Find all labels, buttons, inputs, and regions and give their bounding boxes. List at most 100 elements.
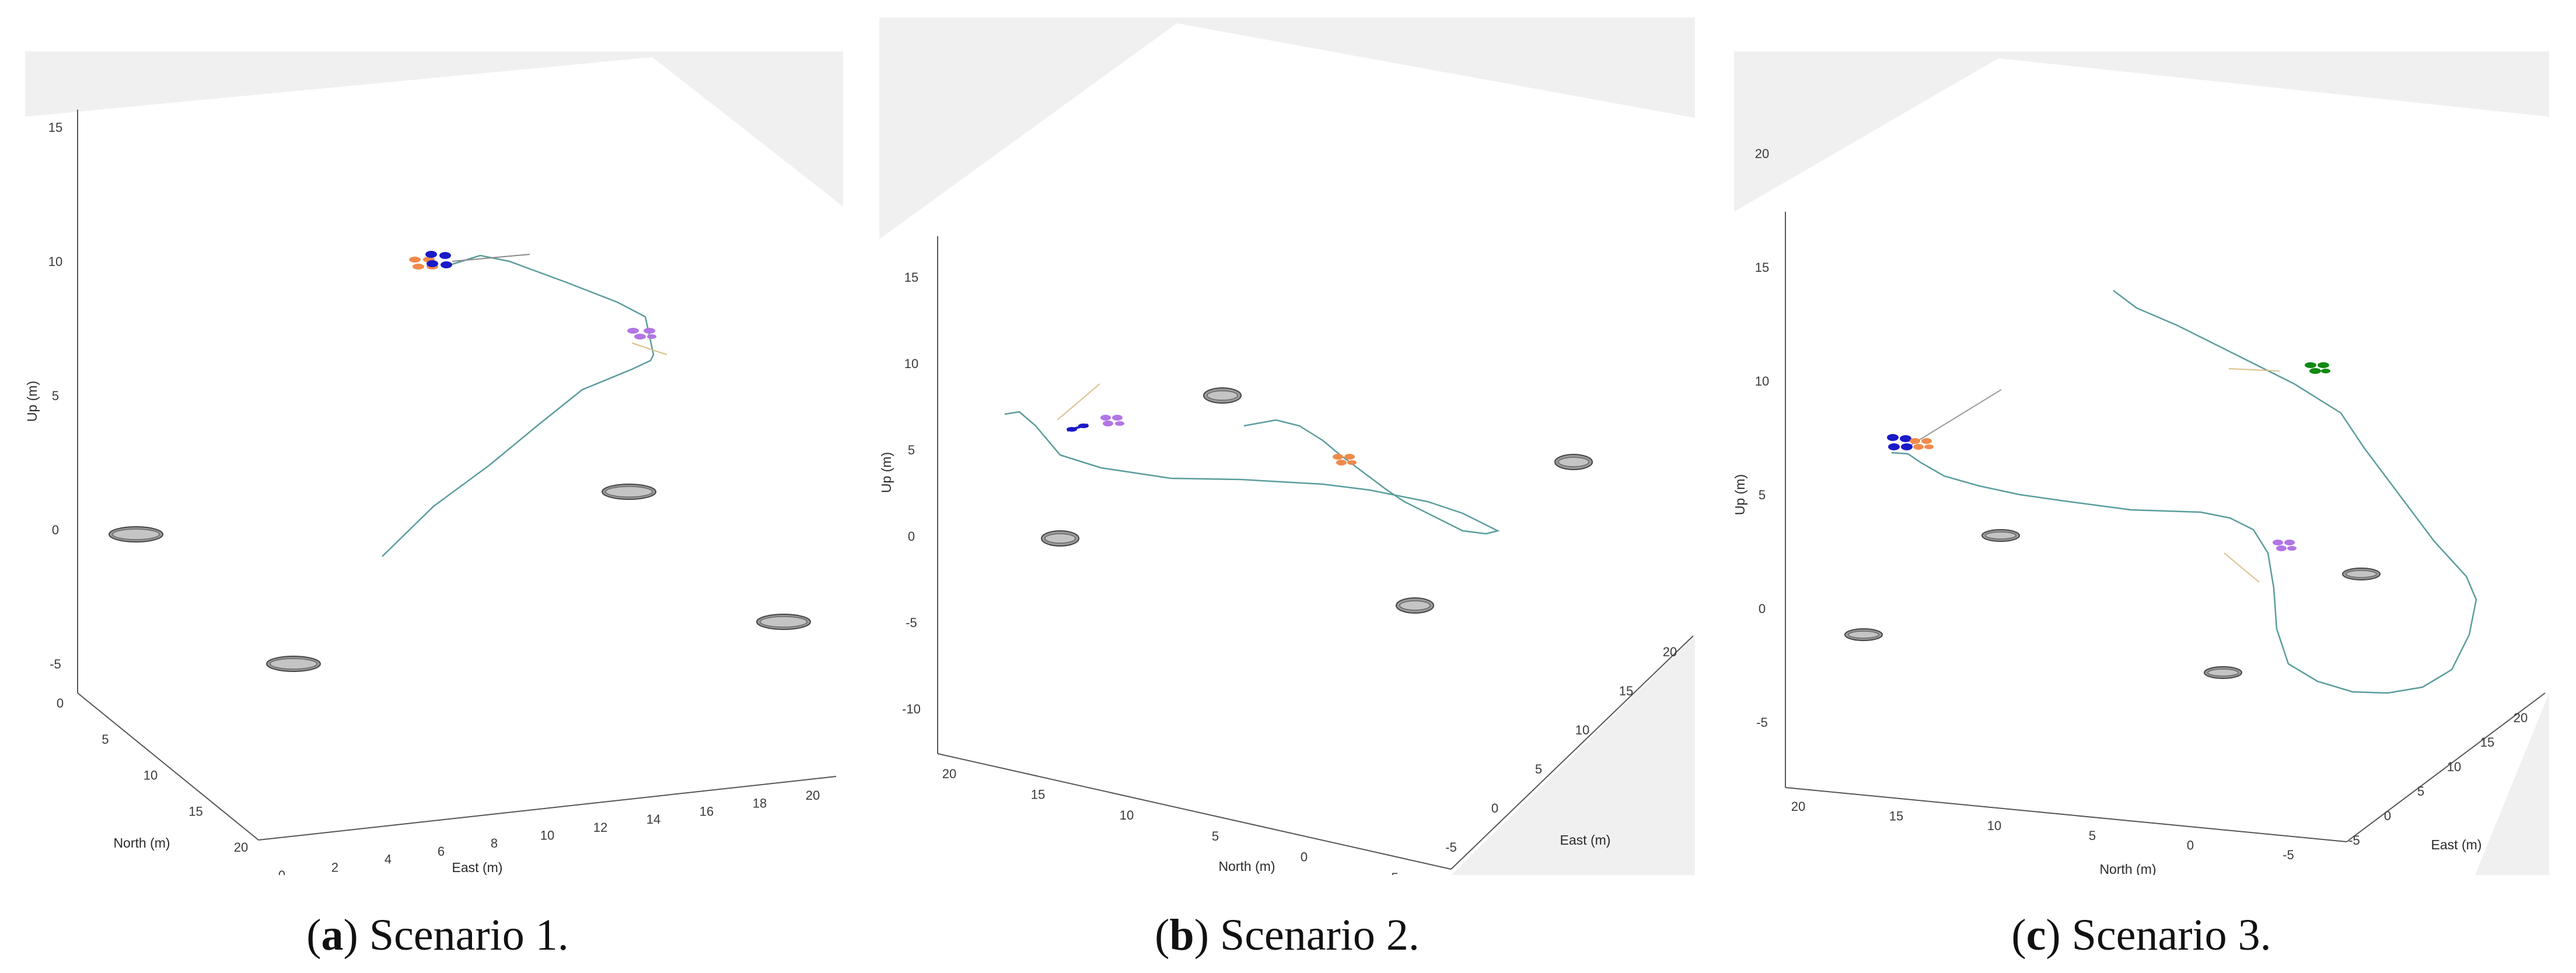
tick-label: 5 <box>102 732 109 747</box>
heading-line-blue <box>1907 389 2002 447</box>
tick-label: 5 <box>52 388 59 403</box>
tick-label: 10 <box>904 356 918 371</box>
z-axis-label: Up (m) <box>25 381 40 422</box>
tick-label: 5 <box>1759 488 1766 502</box>
landing-pad <box>2342 568 2381 580</box>
tick-label: 10 <box>1120 808 1134 822</box>
landing-pad <box>1554 454 1593 470</box>
panel-c: -5 0 5 10 15 20 20 15 10 5 0 -5 -5 0 5 10 15 20 Up (m) … <box>1734 51 2549 875</box>
x-axis-line <box>2346 692 2546 842</box>
landing-pad <box>756 614 811 630</box>
landing-pad <box>1396 597 1434 614</box>
y-axis-label: North (m) <box>2099 862 2156 875</box>
drone-orange <box>1333 454 1357 466</box>
tick-label: 15 <box>188 804 202 818</box>
drone-blue <box>1067 424 1089 432</box>
drone-violet <box>1100 415 1124 426</box>
x-axis-line <box>1450 635 1694 870</box>
tick-label: 0 <box>52 523 59 537</box>
landing-pad <box>1844 628 1883 641</box>
heading-line-blue <box>452 254 530 262</box>
landing-pad <box>109 526 163 542</box>
tick-label: 0 <box>57 696 64 710</box>
x-axis-label: East (m) <box>1560 832 1611 848</box>
tick-label: 10 <box>540 828 554 843</box>
caption-b: (b) Scenario 2. <box>1155 911 1420 960</box>
landing-pad <box>1041 530 1079 547</box>
tick-label: 5 <box>1212 829 1219 844</box>
tick-label: -5 <box>50 657 61 671</box>
z-ticks: -10 -5 0 5 10 15 <box>902 270 921 716</box>
tick-label: 20 <box>234 840 248 855</box>
tick-label: 20 <box>2514 710 2528 725</box>
tick-label: 10 <box>144 768 158 783</box>
tick-label: 5 <box>2417 784 2424 799</box>
tick-label: 0 <box>1759 601 1766 616</box>
landing-pad <box>1981 529 2020 542</box>
tick-label: -5 <box>1445 840 1457 855</box>
tick-label: 18 <box>753 796 767 811</box>
drone-violet <box>627 328 656 340</box>
tick-label: 10 <box>48 254 62 269</box>
caption-a: (a) Scenario 1. <box>306 911 569 960</box>
tick-label: 8 <box>491 836 498 850</box>
tick-label: 15 <box>2480 735 2494 750</box>
z-axis-label: Up (m) <box>879 452 894 493</box>
drone-violet <box>2273 540 2297 551</box>
tick-label: -5 <box>2348 833 2360 848</box>
tick-label: 20 <box>806 788 820 803</box>
tick-label: 12 <box>593 820 607 835</box>
tick-label: 4 <box>385 852 392 867</box>
chart-scenario-2: -10 -5 0 5 10 15 20 15 10 5 0 -5 -5 0 5 10 15 20 Up (m)… <box>879 18 1695 875</box>
heading-line-green <box>2228 368 2280 372</box>
tick-label: 0 <box>1301 849 1308 864</box>
landing-pads <box>109 484 811 672</box>
caption-c-text: ) Scenario 3. <box>2046 911 2271 960</box>
landing-pad <box>2204 666 2242 679</box>
caption-b-letter: b <box>1169 911 1194 960</box>
panel-b: -10 -5 0 5 10 15 20 15 10 5 0 -5 -5 0 5 10 15 20 Up (m)… <box>879 18 1695 875</box>
y-ticks: 0 5 10 15 20 <box>57 696 248 855</box>
tick-label: 0 <box>2187 838 2194 852</box>
drone-blue <box>425 251 452 268</box>
z-axis-label: Up (m) <box>1734 474 1747 515</box>
z-ticks: -5 0 5 10 15 20 <box>1755 146 1769 730</box>
tick-label: 15 <box>1755 260 1769 275</box>
tick-label: -5 <box>906 615 917 630</box>
tick-label: 0 <box>908 529 915 544</box>
tick-label: 0 <box>1491 801 1498 816</box>
trajectory-line <box>382 254 655 557</box>
panel-a: -5 0 5 10 15 0 5 10 15 20 0 2 4 6 8 10 12 14 16 18 20 Up (… <box>25 51 843 875</box>
y-axis-line <box>937 753 1452 870</box>
tick-label: 15 <box>1889 809 1903 824</box>
caption-b-text: ) Scenario 2. <box>1194 911 1420 960</box>
tick-label: 10 <box>1987 818 2001 833</box>
plot-wall <box>1734 58 2549 875</box>
caption-a-letter: a <box>321 911 344 960</box>
tick-label: 10 <box>1575 723 1589 737</box>
tick-label: 0 <box>278 868 285 875</box>
x-ticks: -5 0 5 10 15 20 <box>2348 710 2528 848</box>
trajectory-line <box>1004 411 1500 535</box>
drone-blue <box>1887 434 1913 450</box>
tick-label: 10 <box>2447 760 2461 774</box>
caption-c: (c) Scenario 3. <box>2011 911 2271 960</box>
tick-label: 0 <box>2384 808 2391 823</box>
y-ticks: 20 15 10 5 0 -5 <box>1791 799 2294 862</box>
tick-label: 20 <box>1791 799 1805 814</box>
tick-label: 20 <box>1663 645 1677 659</box>
tick-label: 5 <box>2089 828 2096 843</box>
x-ticks: -5 0 5 10 15 20 <box>1445 645 1677 855</box>
y-axis-line <box>77 692 259 841</box>
tick-label: 6 <box>438 844 445 859</box>
y-axis-line <box>1785 787 2347 842</box>
x-axis-label: East (m) <box>452 860 503 875</box>
x-axis-label: East (m) <box>2431 837 2482 852</box>
drone-green <box>2305 362 2330 374</box>
tick-label: -5 <box>1387 870 1399 875</box>
heading-line-violet <box>631 342 667 355</box>
landing-pad <box>1203 387 1242 404</box>
caption-c-letter: c <box>2026 911 2046 960</box>
x-axis-line <box>258 776 837 841</box>
